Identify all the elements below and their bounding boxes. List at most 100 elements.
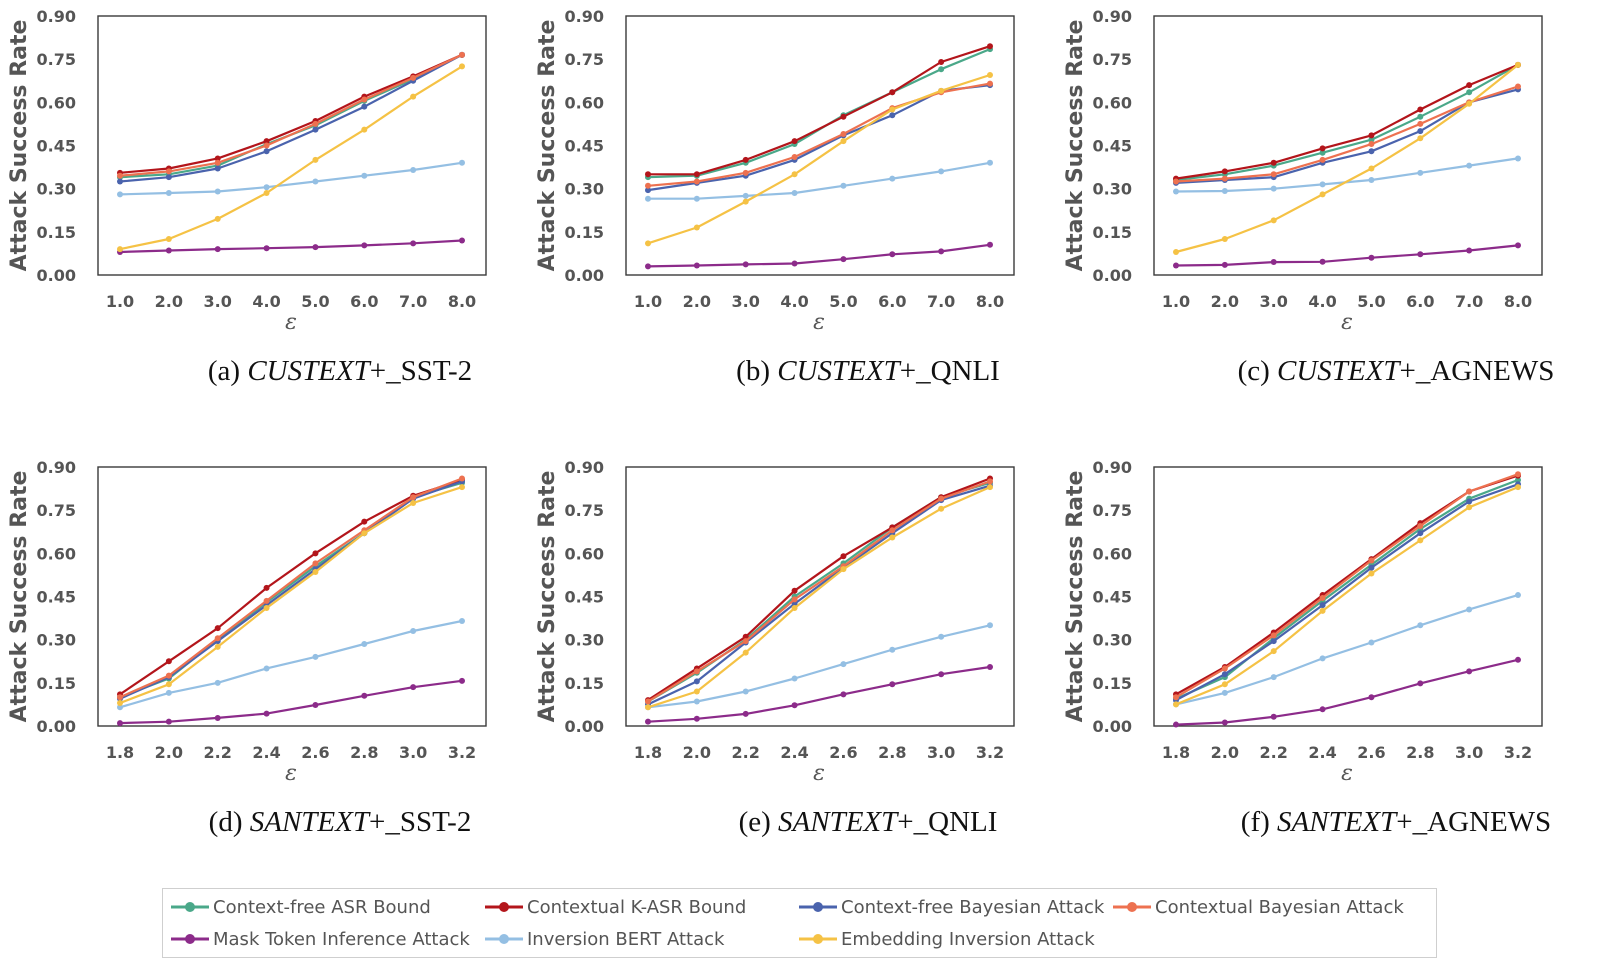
series-contextual-k-asr-bound	[117, 51, 465, 176]
data-point	[987, 71, 993, 78]
series-line	[1175, 594, 1519, 706]
y-tick-label: 0.45	[1093, 137, 1132, 156]
legend-item-contextual-bayesian-attack: Contextual Bayesian Attack	[1111, 893, 1404, 921]
x-tick-label: 1.0	[1162, 292, 1190, 311]
data-point	[1221, 681, 1228, 688]
data-point	[1221, 175, 1228, 182]
data-point	[693, 262, 700, 269]
x-tick-label: 2.2	[732, 743, 760, 762]
series-embedding-inversion-attack	[117, 484, 465, 706]
x-axis-label: ε	[285, 310, 297, 335]
x-tick-label: 2.8	[878, 743, 906, 762]
y-tick-label: 0.90	[565, 458, 604, 477]
series-line	[119, 53, 463, 174]
chart-svg: 0.00 0.15 0.30 0.45 0.60 0.75 0.90 1.8 2.0 2.2 2.4…	[535, 458, 1015, 786]
data-point	[645, 171, 651, 178]
data-point	[645, 704, 651, 711]
x-tick-label: 5.0	[1357, 292, 1385, 311]
data-point	[214, 188, 221, 195]
data-point	[263, 148, 270, 155]
legend-swatch-context-free-asr-bound	[171, 902, 209, 912]
series-line	[1175, 63, 1519, 182]
data-point	[214, 635, 221, 642]
data-point	[987, 478, 993, 485]
data-point	[1368, 570, 1375, 577]
data-point	[1466, 488, 1473, 495]
data-point	[1319, 149, 1326, 156]
data-point	[459, 51, 465, 58]
x-tick-label: 3.0	[399, 743, 427, 762]
data-point	[938, 248, 945, 255]
legend-label: Context-free Bayesian Attack	[841, 896, 1105, 918]
chart-panel-c: 0.00 0.15 0.30 0.45 0.60 0.75 0.90 1.0 2.0 3.0 4.0…	[1056, 0, 1592, 440]
data-point	[263, 189, 270, 196]
data-point	[1319, 607, 1326, 614]
data-point	[1173, 694, 1179, 701]
y-tick-label: 0.90	[37, 7, 76, 26]
data-point	[693, 715, 700, 722]
data-point	[1173, 701, 1179, 708]
x-tick-label: 1.8	[106, 743, 134, 762]
data-point	[693, 224, 700, 231]
y-tick-label: 0.75	[37, 501, 76, 520]
y-tick-label: 0.75	[1093, 501, 1132, 520]
legend: Context-free ASR Bound Contextual K-ASR …	[162, 888, 1437, 958]
series-inversion-bert-attack	[117, 617, 465, 711]
series-line	[119, 486, 463, 705]
y-tick-label: 0.15	[565, 223, 604, 242]
x-tick-label: 2.6	[1357, 743, 1385, 762]
x-tick-label: 2.6	[301, 743, 329, 762]
series-inversion-bert-attack	[1173, 592, 1521, 708]
legend-item-mask-token-inference-attack: Mask Token Inference Attack	[169, 925, 470, 953]
data-point	[1270, 185, 1277, 192]
x-tick-label: 2.4	[1308, 743, 1336, 762]
x-tick-label: 1.8	[1162, 743, 1190, 762]
data-point	[1173, 248, 1179, 255]
y-axis-label: Attack Success Rate	[535, 471, 560, 723]
data-point	[1221, 168, 1228, 175]
chart-svg: 0.00 0.15 0.30 0.45 0.60 0.75 0.90 1.8 2.0 2.2 2.4…	[7, 458, 487, 786]
data-point	[645, 195, 651, 202]
data-point	[1368, 165, 1375, 172]
data-point	[742, 633, 749, 640]
data-point	[165, 168, 172, 175]
series-contextual-k-asr-bound	[645, 43, 993, 178]
x-tick-label: 2.0	[155, 292, 183, 311]
data-point	[840, 113, 847, 120]
legend-item-context-free-asr-bound: Context-free ASR Bound	[169, 893, 431, 921]
data-point	[840, 691, 847, 698]
data-point	[214, 246, 221, 253]
x-tick-label: 2.0	[1211, 743, 1239, 762]
data-point	[693, 698, 700, 705]
series-line	[1175, 473, 1519, 699]
data-point	[791, 171, 798, 178]
data-point	[312, 560, 319, 567]
data-point	[410, 166, 417, 173]
data-point	[361, 172, 368, 179]
data-point	[938, 633, 945, 640]
data-point	[1466, 504, 1473, 511]
data-point	[1368, 132, 1375, 139]
data-point	[1270, 259, 1277, 266]
data-point	[840, 256, 847, 263]
data-point	[1319, 602, 1326, 609]
data-point	[410, 494, 417, 501]
data-point	[889, 112, 896, 119]
y-tick-label: 0.75	[37, 50, 76, 69]
data-point	[1368, 254, 1375, 261]
series-line	[1175, 64, 1519, 254]
data-point	[1368, 557, 1375, 564]
data-point	[987, 241, 993, 248]
data-point	[117, 694, 123, 701]
data-point	[165, 189, 172, 196]
data-point	[693, 195, 700, 202]
series-inversion-bert-attack	[645, 159, 993, 202]
data-point	[459, 237, 465, 244]
data-point	[938, 495, 945, 502]
x-axis-label: ε	[813, 310, 825, 335]
data-point	[889, 175, 896, 182]
x-axis-label: ε	[1341, 310, 1353, 335]
data-point	[263, 184, 270, 191]
data-point	[938, 671, 945, 678]
data-point	[1417, 522, 1424, 529]
